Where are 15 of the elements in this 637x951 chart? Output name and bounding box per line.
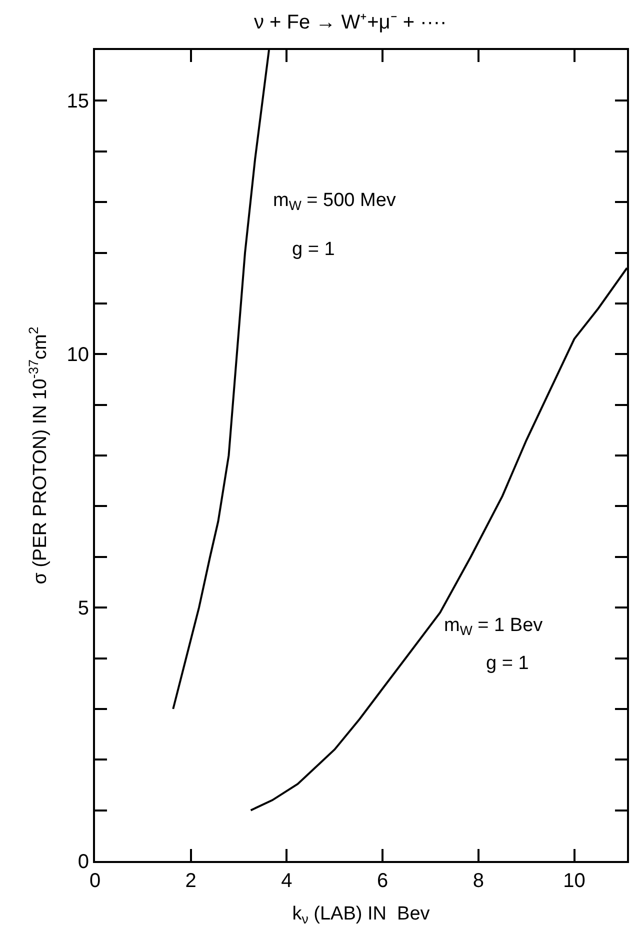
chart-title: ν + Fe → W⁺+μ⁻ + ···· xyxy=(254,11,447,34)
y-tick-label: 15 xyxy=(66,90,89,113)
x-tick-label: 10 xyxy=(563,870,586,892)
annotation: m$_{W}$ = 500 Mev xyxy=(273,190,396,213)
x-tick-label: 4 xyxy=(281,870,292,892)
y-tick-label: 5 xyxy=(78,598,89,620)
x-tick-label: 2 xyxy=(185,870,196,892)
annotation: g = 1 xyxy=(292,239,335,260)
y-tick-label: 0 xyxy=(78,851,89,873)
x-axis-title: k$_{ν}$ (LAB) IN Bev xyxy=(292,903,430,926)
annotation: m$_{W}$ = 1 Bev xyxy=(444,615,544,638)
annotation: g = 1 xyxy=(486,653,529,674)
x-tick-label: 6 xyxy=(377,870,388,892)
x-tick-label: 8 xyxy=(472,870,484,892)
y-tick-label: 10 xyxy=(66,344,89,366)
